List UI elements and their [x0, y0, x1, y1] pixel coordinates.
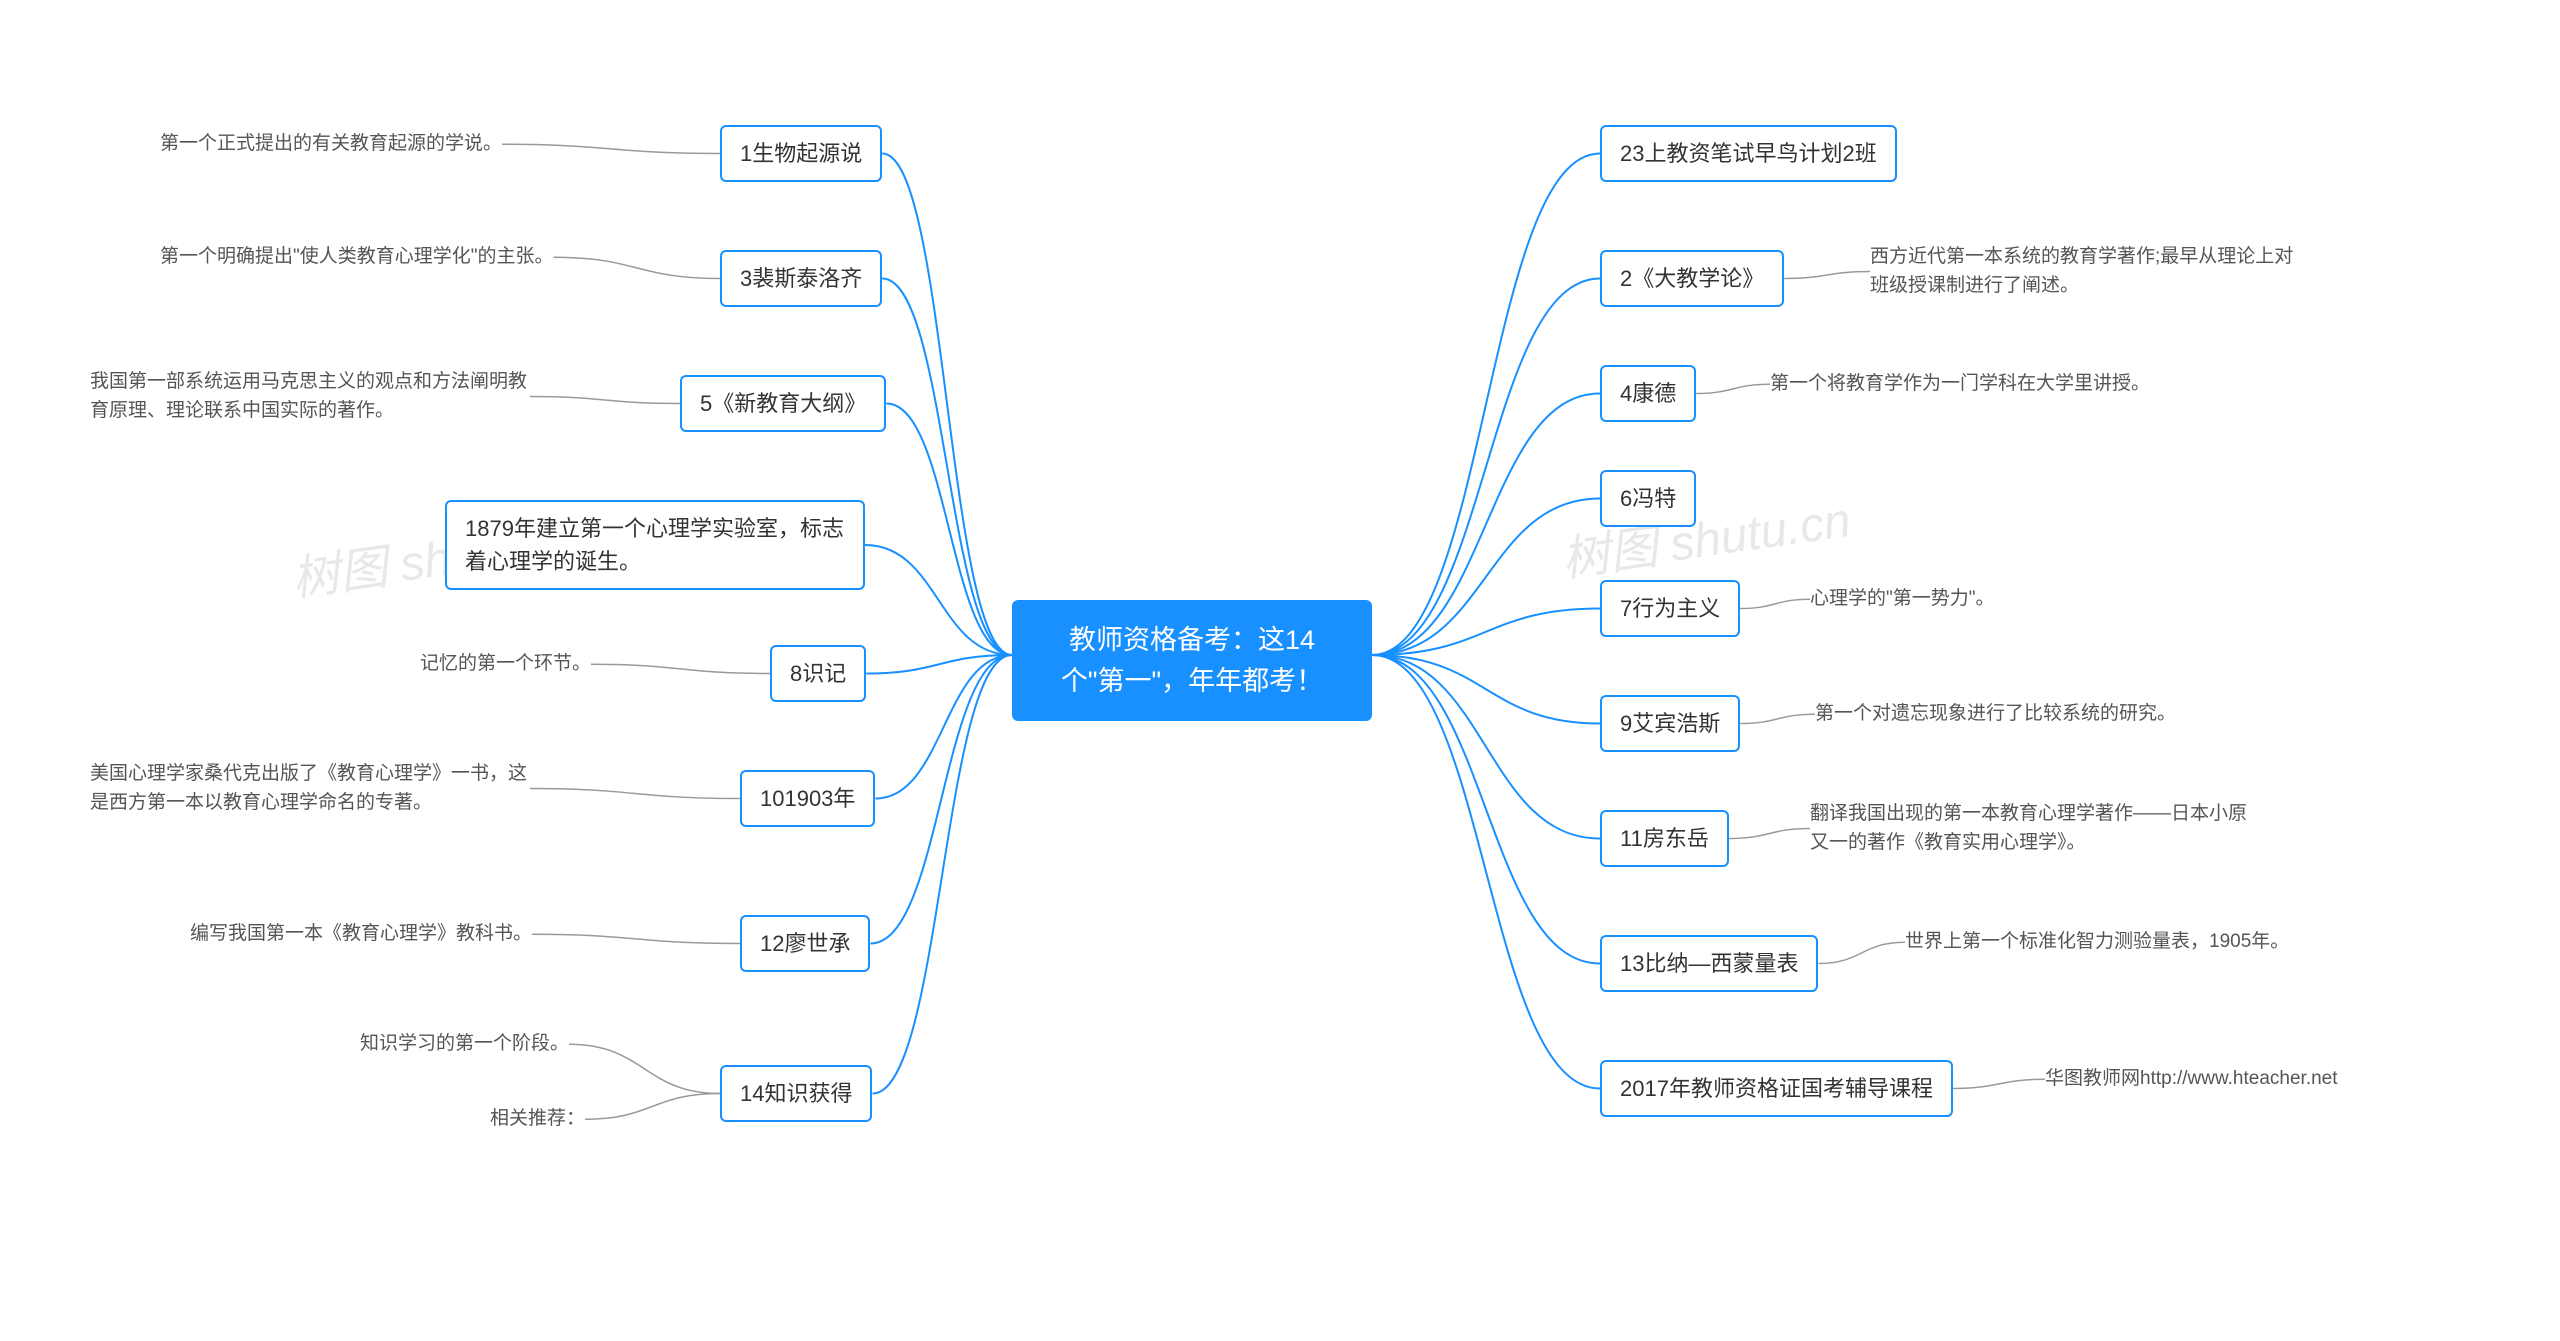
- branch-node: 2017年教师资格证国考辅导课程: [1600, 1060, 1953, 1117]
- leaf-node: 翻译我国出现的第一本教育心理学著作——日本小原又一的著作《教育实用心理学》。: [1810, 800, 2250, 857]
- branch-node: 1生物起源说: [720, 125, 882, 182]
- branch-node: 5《新教育大纲》: [680, 375, 886, 432]
- branch-node: 1879年建立第一个心理学实验室，标志着心理学的诞生。: [445, 500, 865, 590]
- branch-node: 13比纳—西蒙量表: [1600, 935, 1818, 992]
- branch-node: 101903年: [740, 770, 875, 827]
- leaf-node: 相关推荐：: [490, 1105, 585, 1134]
- branch-node: 4康德: [1600, 365, 1696, 422]
- leaf-node: 西方近代第一本系统的教育学著作;最早从理论上对班级授课制进行了阐述。: [1870, 243, 2310, 300]
- branch-node: 11房东岳: [1600, 810, 1729, 867]
- leaf-node: 心理学的"第一势力"。: [1810, 585, 1995, 614]
- branch-node: 23上教资笔试早鸟计划2班: [1600, 125, 1897, 182]
- branch-node: 3裴斯泰洛齐: [720, 250, 882, 307]
- leaf-node: 编写我国第一本《教育心理学》教科书。: [190, 920, 532, 949]
- branch-node: 7行为主义: [1600, 580, 1740, 637]
- leaf-node: 美国心理学家桑代克出版了《教育心理学》一书，这是西方第一本以教育心理学命名的专著…: [90, 760, 530, 817]
- leaf-node: 第一个明确提出"使人类教育心理学化"的主张。: [160, 243, 554, 272]
- leaf-node: 第一个对遗忘现象进行了比较系统的研究。: [1815, 700, 2176, 729]
- leaf-node: 记忆的第一个环节。: [420, 650, 591, 679]
- branch-node: 9艾宾浩斯: [1600, 695, 1740, 752]
- leaf-node: 知识学习的第一个阶段。: [360, 1030, 569, 1059]
- leaf-node: 第一个正式提出的有关教育起源的学说。: [160, 130, 502, 159]
- leaf-node: 第一个将教育学作为一门学科在大学里讲授。: [1770, 370, 2150, 399]
- leaf-node: 华图教师网http://www.hteacher.net: [2045, 1065, 2338, 1094]
- branch-node: 12廖世承: [740, 915, 870, 972]
- branch-node: 14知识获得: [720, 1065, 872, 1122]
- branch-node: 2《大教学论》: [1600, 250, 1784, 307]
- branch-node: 8识记: [770, 645, 866, 702]
- mindmap-container: 教师资格备考：这14个"第一"，年年都考！ 1生物起源说 第一个正式提出的有关教育…: [0, 0, 2560, 1341]
- branch-node: 6冯特: [1600, 470, 1696, 527]
- leaf-node: 世界上第一个标准化智力测验量表，1905年。: [1905, 928, 2289, 957]
- center-node: 教师资格备考：这14个"第一"，年年都考！: [1012, 600, 1372, 721]
- leaf-node: 我国第一部系统运用马克思主义的观点和方法阐明教育原理、理论联系中国实际的著作。: [90, 368, 530, 425]
